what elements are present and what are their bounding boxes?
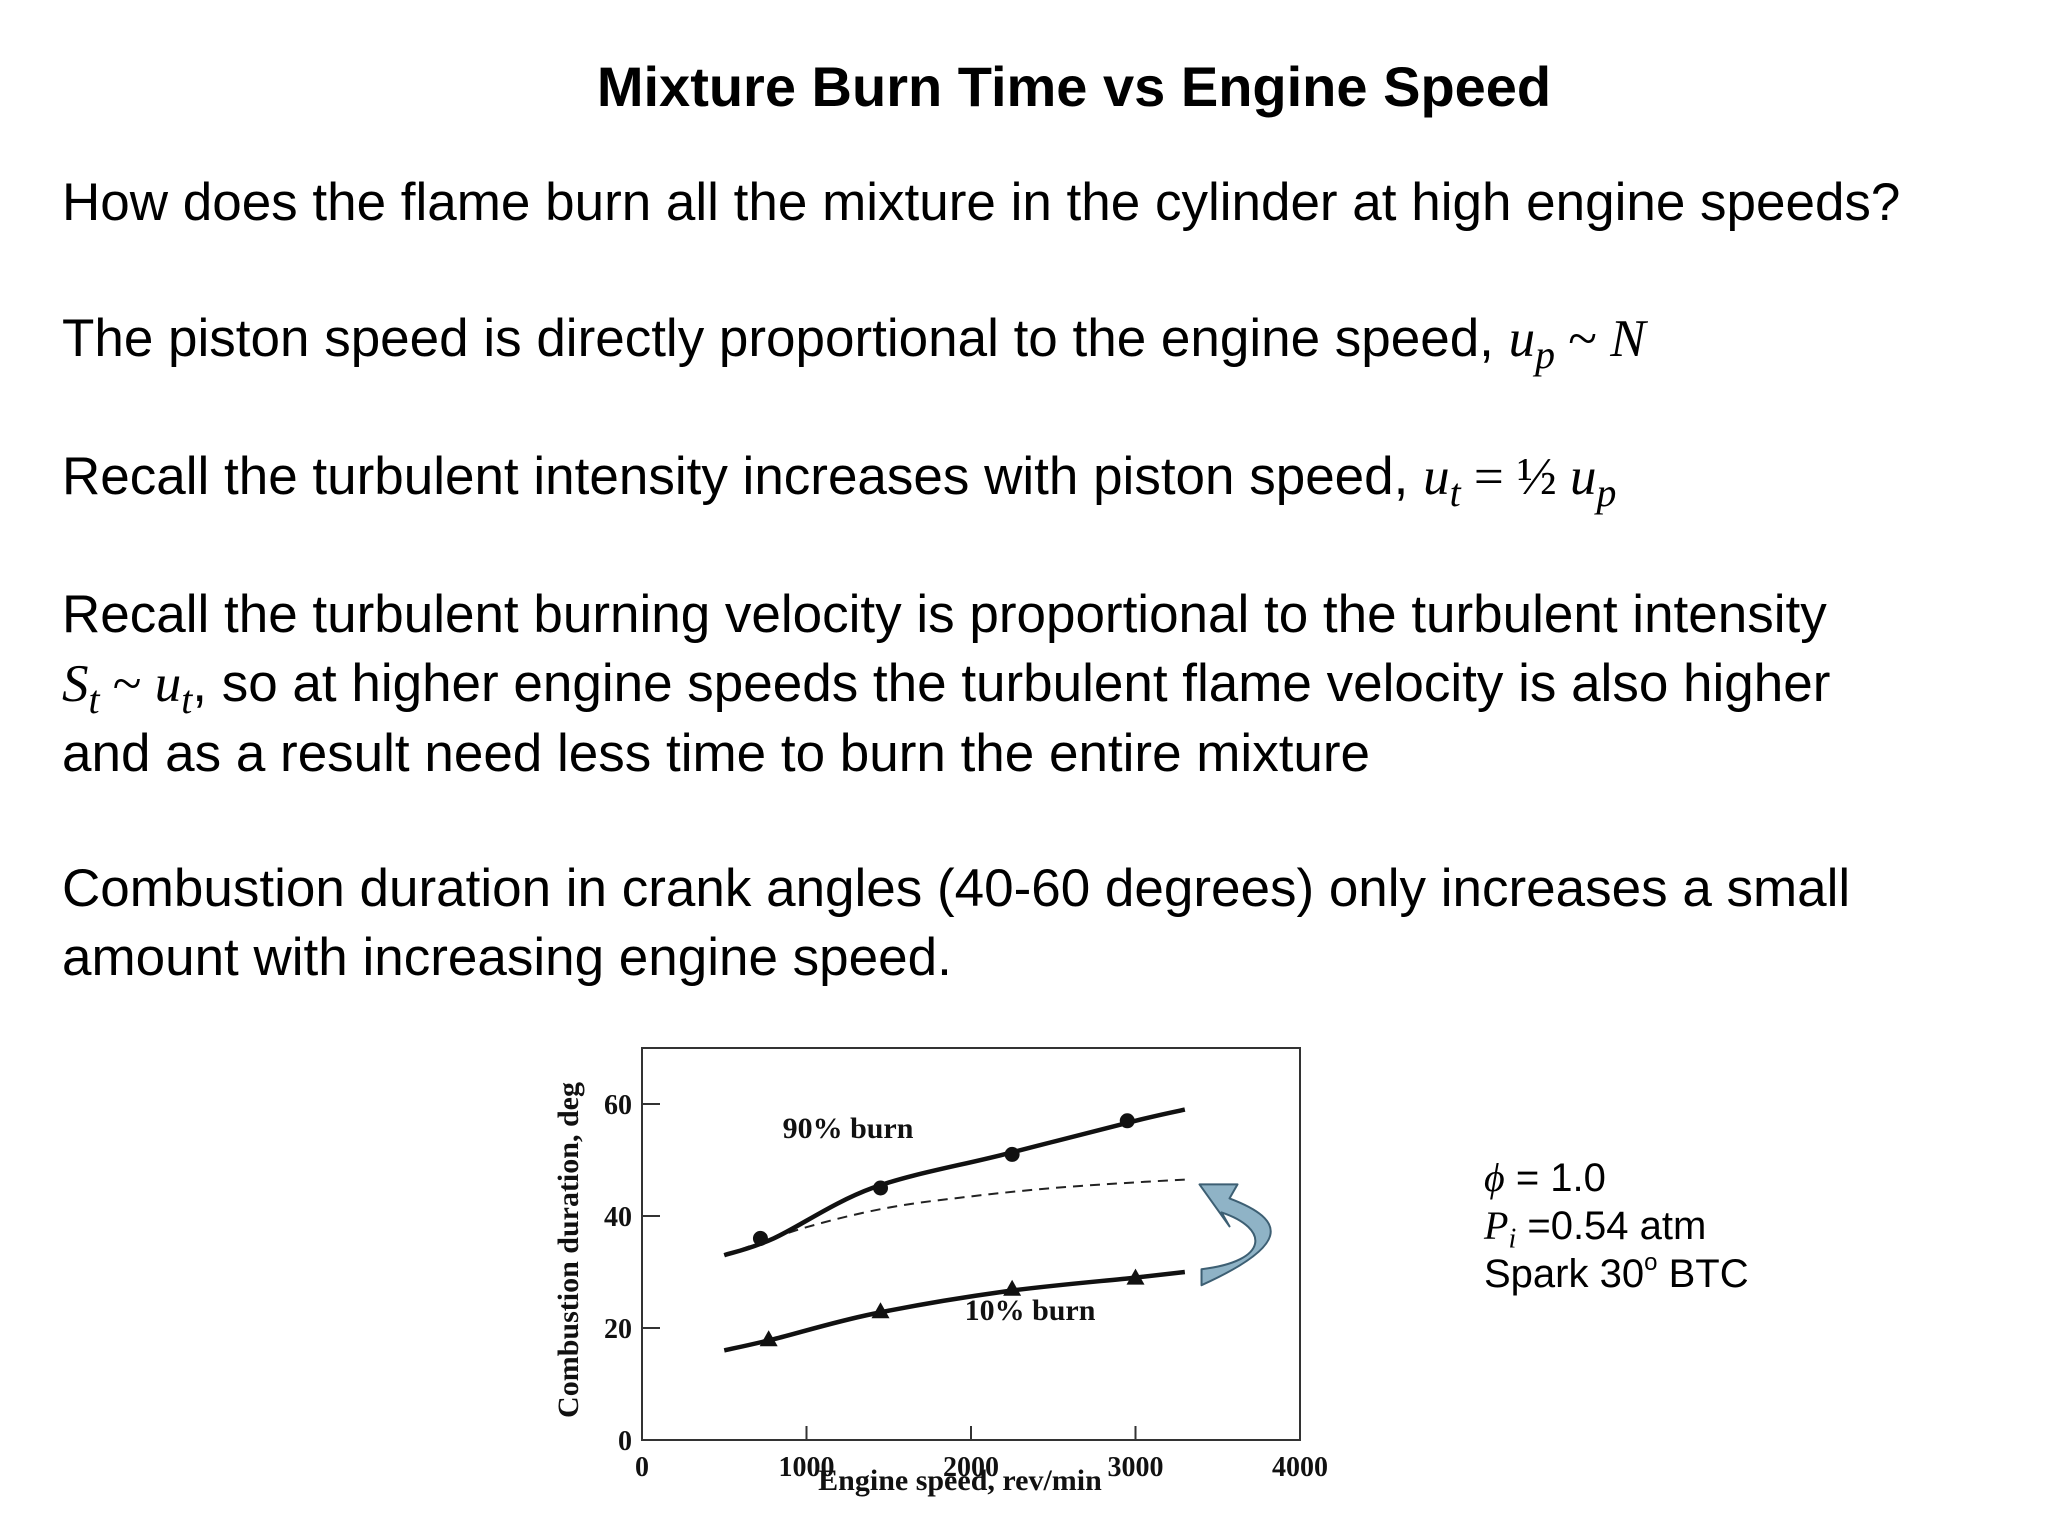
series-label-10: 10% burn bbox=[965, 1294, 1096, 1327]
x-tick-label: 1000 bbox=[779, 1452, 835, 1483]
burning-velocity-line-1: Recall the turbulent burning velocity is… bbox=[62, 585, 1827, 644]
data-point-90-burn bbox=[873, 1180, 889, 1196]
turbulent-intensity-paragraph: Recall the turbulent intensity increases… bbox=[62, 447, 1617, 515]
x-tick-label: 0 bbox=[635, 1452, 649, 1483]
data-point-90-burn bbox=[752, 1230, 768, 1246]
x-tick-label: 3000 bbox=[1108, 1452, 1164, 1483]
burning-velocity-line-2: St ~ ut, so at higher engine speeds the … bbox=[62, 654, 1831, 722]
spark-timing: Spark 30o BTC bbox=[1484, 1249, 1749, 1296]
y-tick-label: 60 bbox=[604, 1090, 632, 1121]
x-axis-label: Engine speed, rev/min bbox=[818, 1464, 1102, 1497]
burning-velocity-line-3: and as a result need less time to burn t… bbox=[62, 724, 1371, 783]
y-axis-label: Combustion duration, deg bbox=[552, 1082, 585, 1418]
data-point-10-burn bbox=[1003, 1279, 1022, 1296]
equivalence-ratio: ϕ = 1.0 bbox=[1484, 1155, 1606, 1200]
x-tick-label: 4000 bbox=[1272, 1452, 1328, 1483]
series-line-90-burn bbox=[723, 1107, 1186, 1258]
slide-title: Mixture Burn Time vs Engine Speed bbox=[596, 55, 1552, 118]
chart-marks: 0 1000 2000 3000 4000 0 20 40 60 bbox=[604, 1090, 1328, 1483]
data-point-10-burn bbox=[759, 1330, 778, 1347]
combustion-duration-paragraph: Combustion duration in crank angles (40-… bbox=[62, 854, 2022, 992]
combustion-duration-chart: Engine speed, rev/min Combustion duratio… bbox=[540, 1010, 1350, 1510]
series-line-10-burn bbox=[723, 1269, 1186, 1353]
burning-velocity-paragraph: Recall the turbulent burning velocity is… bbox=[62, 580, 2022, 788]
data-point-90-burn bbox=[1004, 1146, 1020, 1162]
piston-speed-paragraph: The piston speed is directly proportiona… bbox=[62, 309, 1646, 377]
y-tick-label: 20 bbox=[604, 1314, 632, 1345]
piston-speed-text: The piston speed is directly proportiona… bbox=[62, 309, 1509, 368]
turbulent-intensity-text: Recall the turbulent intensity increases… bbox=[62, 447, 1424, 506]
y-tick-label: 40 bbox=[604, 1202, 632, 1233]
test-conditions: ϕ = 1.0 Pi =0.54 atm Spark 30o BTC bbox=[1484, 1154, 1749, 1298]
series-label-90: 90% burn bbox=[783, 1112, 914, 1145]
combustion-duration-line-1: Combustion duration in crank angles (40-… bbox=[62, 859, 1851, 918]
data-point-90-burn bbox=[1119, 1113, 1135, 1129]
intake-pressure: Pi =0.54 atm bbox=[1484, 1203, 1707, 1255]
plot-frame bbox=[641, 1047, 1301, 1441]
y-tick-label: 0 bbox=[618, 1426, 632, 1457]
curved-arrow-icon bbox=[1198, 1183, 1272, 1287]
data-point-10-burn bbox=[871, 1302, 890, 1319]
data-point-10-burn bbox=[1126, 1268, 1145, 1285]
turbulent-intensity-math: ut bbox=[1423, 448, 1461, 515]
question-paragraph: How does the flame burn all the mixture … bbox=[62, 173, 1901, 232]
combustion-duration-line-2: amount with increasing engine speed. bbox=[62, 928, 952, 987]
x-tick-label: 2000 bbox=[943, 1452, 999, 1483]
dashed-reference-line bbox=[723, 1178, 1185, 1257]
piston-speed-math: up bbox=[1508, 310, 1556, 377]
chart-svg: Engine speed, rev/min Combustion duratio… bbox=[552, 1047, 1328, 1497]
